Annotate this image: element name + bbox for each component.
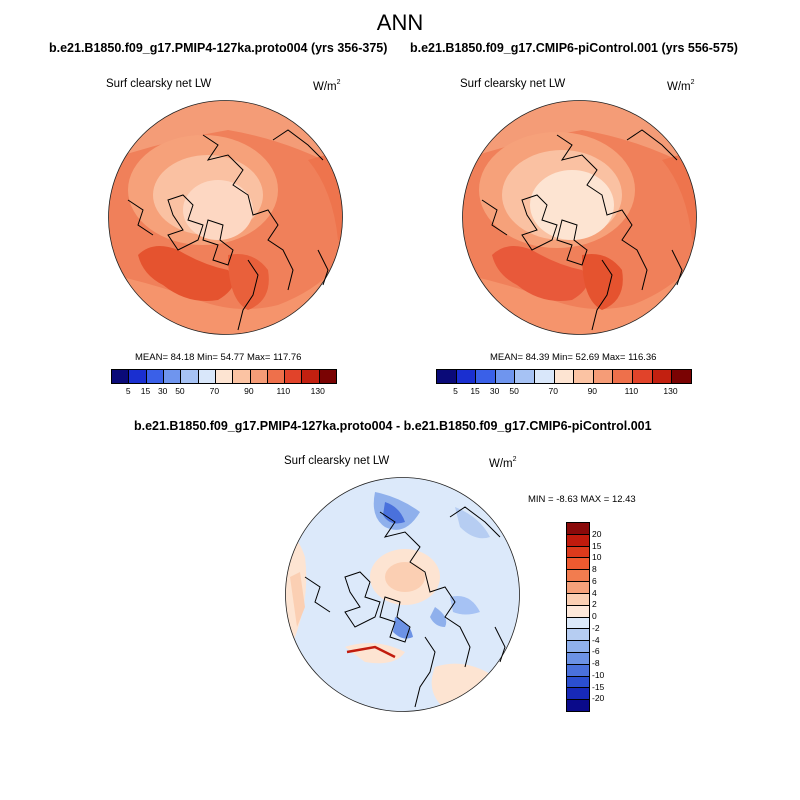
colorbar-swatch	[146, 370, 164, 383]
colorbar-swatch	[476, 370, 496, 383]
colorbar-swatch	[567, 700, 589, 711]
colorbar-swatch	[215, 370, 234, 383]
colorbar-tick-label: 130	[310, 386, 325, 396]
panel2-header: b.e21.B1850.f09_g17.CMIP6-piControl.001 …	[410, 41, 738, 55]
panel1-colorbar	[111, 369, 337, 384]
page-title: ANN	[376, 10, 424, 35]
colorbar-swatch	[233, 370, 251, 383]
colorbar-swatch	[567, 641, 589, 653]
colorbar-tick-label: 70	[548, 386, 558, 396]
colorbar-tick-label: 4	[592, 587, 597, 598]
colorbar-swatch	[515, 370, 536, 383]
diff-colorbar-ticks: 20 15 10 8 6 4 2 0 -2 -4 -6 -8 -10 -15 -20	[592, 522, 632, 710]
colorbar-swatch	[633, 370, 653, 383]
colorbar-swatch	[672, 370, 691, 383]
panel2-stats: MEAN= 84.39 Min= 52.69 Max= 116.36	[490, 352, 657, 363]
colorbar-tick-label: 20	[592, 528, 602, 539]
colorbar-tick-label: -2	[592, 622, 600, 633]
colorbar-tick-label: -4	[592, 634, 600, 645]
colorbar-swatch	[163, 370, 182, 383]
colorbar-swatch	[567, 688, 589, 701]
colorbar-swatch	[593, 370, 614, 383]
colorbar-tick-label: 15	[470, 386, 480, 396]
colorbar-tick-label: 50	[175, 386, 185, 396]
colorbar-swatch	[567, 558, 589, 571]
colorbar-swatch	[567, 676, 589, 689]
panel1-stats: MEAN= 84.18 Min= 54.77 Max= 117.76	[135, 352, 302, 363]
colorbar-tick-label: 90	[587, 386, 598, 396]
colorbar-swatch	[567, 523, 589, 535]
colorbar-tick-label: 5	[125, 386, 131, 396]
colorbar-swatch	[567, 570, 589, 583]
colorbar-swatch	[567, 617, 589, 630]
colorbar-swatch	[495, 370, 516, 383]
colorbar-tick-label: 110	[276, 386, 291, 396]
colorbar-swatch	[285, 370, 303, 383]
colorbar-swatch	[129, 370, 147, 383]
colorbar-swatch	[437, 370, 457, 383]
diff-colorbar	[566, 522, 590, 712]
colorbar-tick-label: 8	[592, 564, 597, 574]
colorbar-tick-label: 6	[592, 575, 597, 586]
colorbar-swatch	[181, 370, 199, 383]
colorbar-swatch	[567, 664, 589, 677]
panel2-variable-label: Surf clearsky net LW	[460, 78, 566, 90]
diff-header: b.e21.B1850.f09_g17.PMIP4-127ka.proto004…	[134, 419, 652, 433]
colorbar-swatch	[198, 370, 216, 383]
colorbar-swatch	[456, 370, 477, 383]
colorbar-swatch	[567, 652, 589, 665]
diff-polar-map	[285, 477, 520, 712]
panel1-colorbar-ticks: 5 15 30 50 70 90 110 130	[111, 386, 335, 398]
colorbar-swatch	[535, 370, 555, 383]
colorbar-tick-label: 130	[663, 386, 678, 396]
colorbar-tick-label: 90	[244, 386, 254, 396]
panel2-coastlines	[481, 129, 683, 331]
colorbar-tick-label: 0	[592, 611, 597, 621]
colorbar-swatch	[112, 370, 130, 383]
colorbar-swatch	[267, 370, 286, 383]
diff-minmax: MIN = -8.63 MAX = 12.43	[528, 494, 636, 505]
panel1-polar-map	[108, 100, 343, 335]
panel2-units: W/m2	[667, 79, 695, 93]
colorbar-swatch	[567, 534, 589, 547]
panel1-units: W/m2	[313, 79, 341, 93]
colorbar-tick-label: -20	[592, 693, 605, 704]
colorbar-tick-label: 2	[592, 599, 597, 610]
colorbar-swatch	[250, 370, 268, 383]
panel1-variable-label: Surf clearsky net LW	[106, 78, 212, 90]
colorbar-swatch	[554, 370, 575, 383]
colorbar-swatch	[574, 370, 594, 383]
colorbar-tick-label: -15	[592, 681, 605, 692]
colorbar-tick-label: 15	[592, 540, 602, 551]
colorbar-swatch	[652, 370, 673, 383]
diff-variable-label: Surf clearsky net LW	[284, 455, 390, 467]
colorbar-swatch	[567, 593, 589, 606]
panel1-header: b.e21.B1850.f09_g17.PMIP4-127ka.proto004…	[49, 41, 388, 55]
colorbar-tick-label: 15	[140, 386, 151, 396]
colorbar-tick-label: -10	[592, 669, 605, 680]
colorbar-swatch	[567, 629, 589, 642]
colorbar-swatch	[302, 370, 320, 383]
panel2-colorbar	[436, 369, 692, 384]
colorbar-tick-label: 30	[157, 386, 168, 396]
diff-units: W/m2	[489, 456, 517, 470]
colorbar-swatch	[567, 605, 589, 618]
colorbar-tick-label: 10	[592, 552, 602, 563]
colorbar-tick-label: -6	[592, 646, 600, 657]
colorbar-tick-label: 50	[509, 386, 519, 396]
panel1-coastlines	[127, 129, 329, 331]
diff-coastlines	[304, 506, 506, 708]
colorbar-swatch	[319, 370, 337, 383]
colorbar-swatch	[567, 582, 589, 594]
colorbar-swatch	[567, 546, 589, 559]
panel2-colorbar-ticks: 5 15 30 50 70 90 110 130	[436, 386, 690, 398]
colorbar-tick-label: 110	[624, 386, 639, 396]
colorbar-tick-label: 5	[453, 386, 458, 396]
panel2-polar-map	[462, 100, 697, 335]
colorbar-tick-label: 30	[489, 386, 500, 396]
colorbar-tick-label: -8	[592, 658, 600, 668]
colorbar-tick-label: 70	[209, 386, 220, 396]
colorbar-swatch	[613, 370, 634, 383]
